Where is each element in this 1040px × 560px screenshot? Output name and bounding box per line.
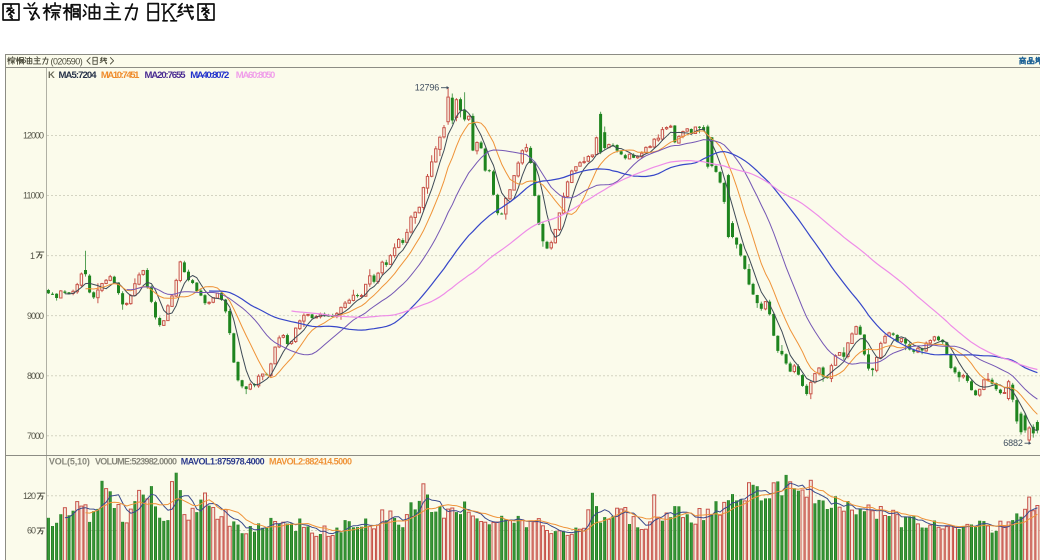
svg-text:60: 60 <box>27 526 36 536</box>
svg-text:MA5:7204: MA5:7204 <box>59 70 98 81</box>
svg-text:12000: 12000 <box>23 131 44 141</box>
svg-text:VOLUME:523982.0000: VOLUME:523982.0000 <box>95 457 177 467</box>
svg-text:8000: 8000 <box>27 371 44 381</box>
svg-text:MA40:8072: MA40:8072 <box>190 70 229 81</box>
svg-text:11000: 11000 <box>23 191 44 201</box>
svg-text:K: K <box>48 70 55 81</box>
svg-text:9000: 9000 <box>27 311 44 321</box>
svg-text:MA10:7451: MA10:7451 <box>101 70 140 81</box>
svg-text:7000: 7000 <box>27 431 44 441</box>
svg-text:MA20:7655: MA20:7655 <box>145 70 187 81</box>
svg-text:6882: 6882 <box>1003 438 1023 448</box>
svg-text:VOL(5,10): VOL(5,10) <box>49 457 90 467</box>
svg-text:MAVOL2:882414.5000: MAVOL2:882414.5000 <box>269 457 352 467</box>
svg-text:120: 120 <box>23 491 36 501</box>
svg-text:MA60:8050: MA60:8050 <box>236 70 275 81</box>
svg-text:12796: 12796 <box>415 83 440 93</box>
svg-text:1: 1 <box>30 251 35 261</box>
svg-text:MAVOL1:875978.4000: MAVOL1:875978.4000 <box>181 457 265 467</box>
svg-text:(020590): (020590) <box>51 56 83 66</box>
